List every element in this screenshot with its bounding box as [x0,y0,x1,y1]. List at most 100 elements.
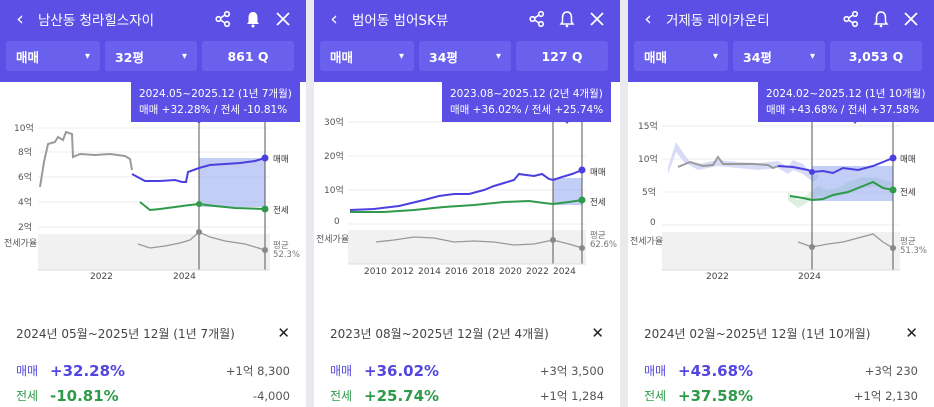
share-button[interactable] [208,0,238,38]
price-chart[interactable]: 2024.05~2025.12 (1년 7개월) 매매 +32.28% / 전세… [0,82,306,287]
search-icon: Q [892,48,904,64]
chevron-down-icon: ▾ [712,50,718,62]
sale-change-pct: +32.28% [50,361,126,380]
close-button[interactable] [896,0,926,38]
trade-type-value: 매매 [16,49,40,65]
chevron-left-icon: ‹ [644,8,652,30]
alarm-button[interactable] [238,0,268,38]
sale-end-dot [889,154,897,162]
ratio-start-dot [196,229,202,235]
size-select[interactable]: 32평 ▾ [105,41,197,71]
back-button[interactable]: ‹ [636,8,660,30]
back-button[interactable]: ‹ [322,8,346,30]
rent-change-amount: +1억 1,284 [539,388,604,403]
close-button[interactable] [268,0,298,38]
x-tick: 2018 [472,267,495,277]
chevron-down-icon: ▾ [181,50,187,62]
trade-type-select[interactable]: 매매 ▾ [6,41,100,71]
y-tick: 8억 [18,148,33,158]
rent-label: 전세 [16,389,39,403]
household-count[interactable]: 3,053 Q [830,41,922,71]
ratio-label: 전세가율 [316,235,350,245]
price-chart[interactable]: 2023.08~2025.12 (2년 4개월) 매매 +36.02% / 전세… [314,82,620,287]
rent-summary-row: 전세 +37.58% +1억 2,130 [644,383,918,407]
ratio-end-dot [890,245,896,251]
chevron-down-icon: ▾ [398,50,404,62]
sale-end-dot [578,166,586,174]
sale-change-amount: +1억 8,300 [225,363,290,378]
apartment-panel: ‹ 남산동 청라힐스자이 매매 ▾ 32평 ▾ 861 Q [0,0,306,407]
sale-price-line [777,157,894,175]
rent-change-amount: +1억 2,130 [853,388,918,403]
household-count[interactable]: 127 Q [516,41,608,71]
share-icon [529,10,545,28]
x-tick: 2012 [391,267,414,277]
x-tick: 2024 [173,272,196,282]
tooltip-period: 2023.08~2025.12 (2년 4개월) [450,88,603,100]
tooltip-summary: 매매 +43.68% / 전세 +37.58% [766,104,920,116]
sale-legend: 매매 [590,168,606,178]
rent-change-pct: +37.58% [678,386,754,405]
trade-type-select[interactable]: 매매 ▾ [320,41,414,71]
alarm-button[interactable] [552,0,582,38]
ratio-band [348,230,586,264]
avg-label: 평균 [590,231,606,241]
rent-label: 전세 [330,389,353,403]
period-tooltip: 2023.08~2025.12 (2년 4개월) 매매 +36.02% / 전세… [442,82,612,122]
size-select[interactable]: 34평 ▾ [419,41,511,71]
x-tick: 2014 [418,267,441,277]
filter-bar: 매매 ▾ 34평 ▾ 127 Q [314,38,620,82]
x-tick: 2020 [499,267,522,277]
close-x-icon [904,12,918,26]
y-tick: 10억 [638,155,658,165]
chevron-left-icon: ‹ [330,8,338,30]
close-button[interactable] [582,0,612,38]
size-select[interactable]: 34평 ▾ [733,41,825,71]
search-icon: Q [571,48,583,64]
y-tick: 20억 [324,152,344,162]
summary-period: 2024년 05월~2025년 12월 (1년 7개월) [16,326,235,341]
y-tick: 30억 [324,118,344,128]
rent-summary-row: 전세 +25.74% +1억 1,284 [330,383,604,407]
sale-summary-row: 매매 +32.28% +1억 8,300 [16,358,290,383]
y-tick: 4억 [18,198,33,208]
summary-period: 2024년 02월~2025년 12월 (1년 10개월) [644,326,871,341]
x-tick: 2010 [364,267,387,277]
alarm-button[interactable] [866,0,896,38]
household-count[interactable]: 861 Q [202,41,294,71]
rent-change-pct: +25.74% [364,386,440,405]
share-button[interactable] [836,0,866,38]
share-icon [843,10,859,28]
past-price-line [677,155,779,170]
price-chart[interactable]: 2024.02~2025.12 (1년 10개월) 매매 +43.68% / 전… [628,82,934,287]
apartment-title: 남산동 청라힐스자이 [38,13,155,29]
x-tick: 2016 [445,267,468,277]
summary-close-button[interactable]: ✕ [905,324,918,342]
rent-end-dot [889,186,897,194]
avg-value: 51.3% [900,246,928,256]
rent-price-line [350,199,583,213]
summary-close-button[interactable]: ✕ [591,324,604,342]
x-tick: 2022 [526,267,549,277]
close-x-icon [590,12,604,26]
y-tick: 5억 [642,188,657,198]
ratio-label: 전세가율 [4,239,38,249]
back-button[interactable]: ‹ [8,8,32,30]
avg-value: 62.6% [590,240,618,250]
sale-change-amount: +3억 3,500 [539,363,604,378]
tooltip-summary: 매매 +36.02% / 전세 +25.74% [450,104,604,116]
bell-icon [247,12,259,28]
x-tick: 2024 [798,272,821,282]
summary-close-button[interactable]: ✕ [277,324,290,342]
ratio-end-dot [262,247,268,253]
header-bar: ‹ 범어동 범어SK뷰 [314,0,620,38]
period-summary: 2023년 08월~2025년 12월 (2년 4개월) ✕ 매매 +36.02… [314,300,620,407]
period-tooltip: 2024.05~2025.12 (1년 7개월) 매매 +32.28% / 전세… [131,82,300,122]
trade-type-value: 매매 [644,49,668,65]
chevron-down-icon: ▾ [84,50,90,62]
rent-summary-row: 전세 -10.81% -4,000 [16,383,290,407]
rent-price-line [789,180,894,202]
sale-summary-row: 매매 +36.02% +3억 3,500 [330,358,604,383]
share-button[interactable] [522,0,552,38]
trade-type-select[interactable]: 매매 ▾ [634,41,728,71]
